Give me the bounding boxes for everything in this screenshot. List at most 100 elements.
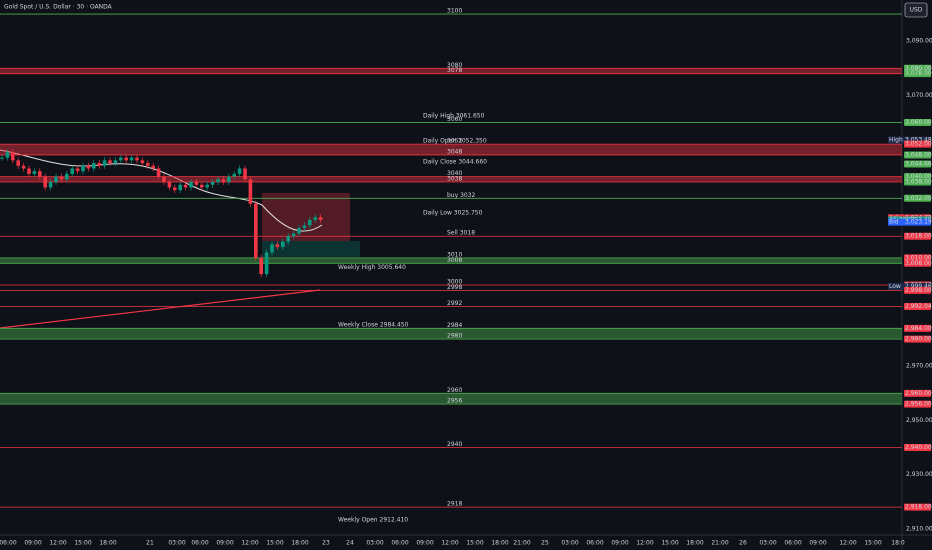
price-tag-name: Bid	[889, 219, 899, 226]
candle	[129, 157, 134, 161]
time-label: 03:00	[561, 540, 578, 547]
candle	[205, 184, 209, 188]
zone	[0, 68, 902, 74]
candle	[124, 157, 128, 161]
price-tag	[904, 64, 931, 72]
candle	[270, 244, 274, 253]
price-tag-label: 3,040.000	[905, 173, 932, 180]
price-tick-label: 2,910.000	[906, 525, 932, 532]
zone	[0, 176, 902, 183]
candle	[156, 168, 161, 177]
candle	[0, 157, 4, 159]
level-label: 3010	[447, 251, 462, 258]
time-label: 12:00	[839, 540, 856, 547]
candle	[65, 173, 69, 180]
candle	[318, 217, 323, 220]
candle	[119, 157, 123, 161]
candle	[232, 173, 236, 177]
time-label: 09:00	[611, 540, 628, 547]
time-label: 18:0	[891, 540, 905, 547]
level-label: 3000	[447, 278, 462, 285]
price-tick-label: 2,950.000	[906, 417, 932, 424]
candle	[38, 171, 42, 177]
price-tag-label: 2,998.000	[905, 287, 932, 294]
time-label: 26	[739, 540, 747, 547]
candle	[16, 160, 20, 166]
moving-average-red	[0, 289, 321, 329]
candle	[92, 163, 96, 169]
candle	[113, 160, 118, 164]
candle	[210, 182, 215, 185]
price-tick-label: 2,970.000	[906, 363, 932, 370]
candle	[178, 184, 182, 191]
price-tick-label: 2,930.000	[906, 471, 932, 478]
annotation: Daily Low 3025.750	[423, 210, 483, 217]
level-label: Sell 3018	[447, 230, 475, 237]
candle	[200, 184, 204, 188]
level-label: buy 3032	[447, 192, 476, 199]
price-tag	[904, 503, 931, 511]
price-tick-label: 3,090.000	[906, 38, 932, 45]
candle	[313, 217, 317, 220]
candle	[11, 152, 15, 161]
time-label: 06:00	[586, 540, 603, 547]
price-tag	[904, 324, 931, 332]
price-tag	[904, 194, 931, 202]
price-tag-label: 2,980.000	[905, 336, 932, 343]
time-label: 15:00	[864, 540, 881, 547]
price-tag-label: 2,940.000	[905, 444, 932, 451]
price-tag	[904, 173, 931, 181]
time-label: 23	[322, 540, 330, 547]
candle	[167, 182, 172, 188]
time-label: 21:00	[513, 540, 530, 547]
level-label: 3060	[447, 116, 462, 123]
candle	[275, 244, 280, 248]
annotation: Daily High 3061.650	[423, 112, 485, 119]
price-tag	[904, 303, 931, 311]
candle	[21, 165, 26, 169]
level-label: 2960	[447, 387, 462, 394]
price-tag-label: 2,918.000	[905, 504, 932, 511]
price-tag	[904, 254, 931, 262]
level-label: 3048	[447, 148, 462, 155]
level-label: 3078	[447, 67, 462, 74]
time-label: 06:00	[191, 540, 208, 547]
candle	[189, 182, 193, 188]
level-label: 2956	[447, 398, 462, 405]
candle	[97, 163, 101, 166]
price-tag-name: Low	[889, 283, 901, 290]
candle	[216, 179, 220, 183]
price-tag	[904, 232, 931, 240]
time-label: 18:00	[291, 540, 308, 547]
candle	[75, 168, 80, 172]
candle	[286, 236, 290, 242]
price-tag-name-bg	[888, 218, 904, 226]
time-label: 03:00	[168, 540, 185, 547]
annotation: Daily Open 3052.350	[423, 138, 487, 145]
price-tag	[904, 178, 931, 186]
time-label: 18:00	[99, 540, 116, 547]
level-label: 2998	[447, 284, 462, 291]
time-label: 18:00	[491, 540, 508, 547]
candle	[297, 228, 301, 234]
price-tag-label: 2,956.000	[905, 401, 932, 408]
candle	[281, 241, 285, 248]
zone	[0, 257, 902, 264]
candle	[102, 160, 107, 166]
time-label: 06:00	[784, 540, 801, 547]
price-tag-label: 3,048.000	[905, 151, 932, 158]
price-tag-label: 3,038.000	[905, 179, 932, 186]
level-label: 2918	[447, 501, 462, 508]
time-label: 06:00	[391, 540, 408, 547]
candle	[243, 168, 247, 180]
price-tag	[904, 151, 931, 159]
candle	[248, 179, 253, 204]
level-label: 2992	[447, 300, 462, 307]
time-label: 09:00	[416, 540, 433, 547]
price-tag-label: 3,023.190	[905, 219, 932, 226]
price-tag-label: 3,053.485	[905, 137, 932, 144]
candle	[302, 225, 307, 229]
candle	[86, 165, 91, 169]
currency-button[interactable]	[904, 2, 928, 18]
currency-label[interactable]: USD	[910, 7, 923, 14]
